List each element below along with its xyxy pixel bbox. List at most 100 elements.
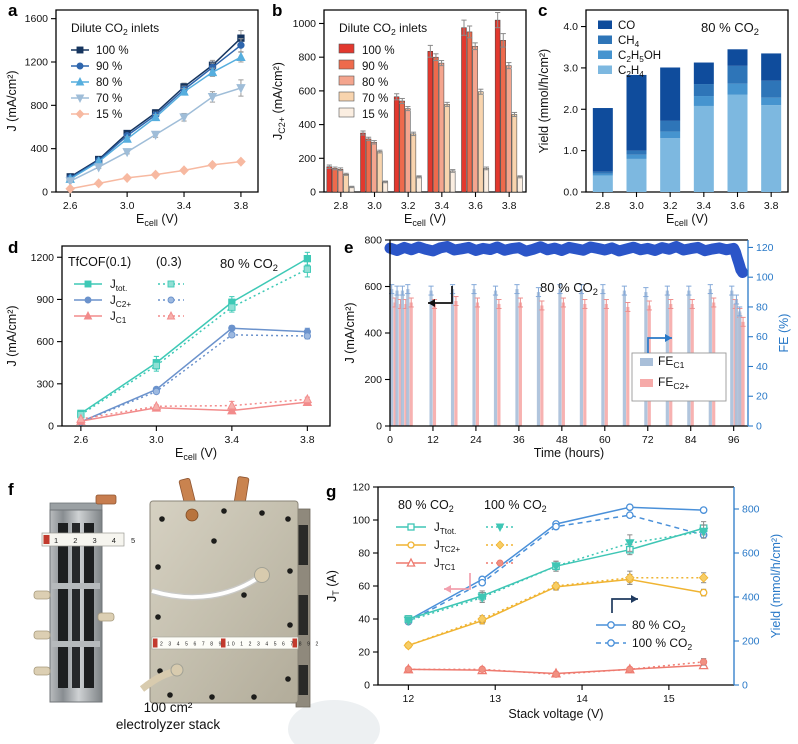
svg-text:0: 0 [310,187,316,199]
svg-text:(0.3): (0.3) [156,255,182,269]
svg-text:3.8: 3.8 [300,434,315,446]
svg-text:3.0: 3.0 [563,62,578,74]
svg-text:3.4: 3.4 [697,200,712,212]
panel-label-c: c [538,1,548,20]
svg-text:Ecell (V): Ecell (V) [175,446,217,462]
svg-text:2 3 4 5 6 7 8 9 10 1 2 3 4 5 6: 2 3 4 5 6 7 8 9 10 1 2 3 4 5 6 7 8 9 20 [160,642,320,648]
bar [416,176,422,193]
bar-segment [626,74,647,151]
bar [500,40,506,193]
svg-text:15 %: 15 % [96,109,122,121]
fe-c1-bar [515,289,519,426]
svg-text:80 %: 80 % [96,77,122,89]
bar [343,174,349,193]
svg-text:FE (%): FE (%) [777,314,791,353]
svg-text:20: 20 [358,647,370,659]
svg-text:3.6: 3.6 [468,200,483,212]
svg-text:2.6: 2.6 [74,434,89,446]
svg-text:200: 200 [742,636,760,648]
bar-segment [761,53,782,81]
svg-text:40: 40 [358,614,370,626]
fe-c2-bar [475,302,480,426]
svg-text:600: 600 [36,336,54,348]
svg-text:J (mA/cm²): J (mA/cm²) [5,305,19,366]
svg-text:3.8: 3.8 [234,200,249,212]
series [77,324,312,426]
photo-caption-line2: electrolyzer stack [115,717,221,732]
svg-text:J (mA/cm²): J (mA/cm²) [343,302,357,363]
svg-text:Dilute CO2 inlets: Dilute CO2 inlets [71,21,159,37]
bar-segment [727,94,748,192]
svg-text:70 %: 70 % [362,93,388,105]
svg-text:60: 60 [756,331,768,343]
svg-text:FEC1: FEC1 [658,354,685,370]
svg-text:Jtot.: Jtot. [110,279,127,293]
svg-text:1600: 1600 [25,13,49,25]
svg-text:24: 24 [470,434,482,446]
svg-text:3.0: 3.0 [629,200,644,212]
svg-text:36: 36 [513,434,525,446]
svg-text:1.0: 1.0 [563,145,578,157]
svg-text:1200: 1200 [25,57,49,69]
svg-text:80: 80 [358,548,370,560]
fe-c1-bar [579,289,584,426]
svg-text:JTC1: JTC1 [434,558,456,572]
svg-text:2.8: 2.8 [596,200,611,212]
svg-text:Time (hours): Time (hours) [534,446,604,460]
legend: Dilute CO2 inlets 100 % 90 % 80 % 70 % 15 % [338,21,427,121]
bar [371,142,377,193]
svg-text:400: 400 [298,119,316,131]
fe-c1-bar [472,289,476,426]
legend-bottom-right: 80 % CO2 100 % CO2 [596,618,692,652]
svg-text:800: 800 [364,235,382,247]
legend-top-left: 80 % CO2 100 % CO2 JTtot. JTC2+ JTC1 [396,498,547,572]
legend: Dilute CO2 inlets 100 % 90 % 80 % 70 % 15 % [71,21,159,121]
svg-text:3.8: 3.8 [764,200,779,212]
svg-text:14: 14 [576,693,588,705]
svg-text:120: 120 [756,242,774,254]
bar-segment [693,105,714,192]
panel-label-e: e [344,238,354,257]
fe-c2-bar [393,302,397,426]
bar-segment [592,175,613,192]
panel-label-g: g [326,482,337,501]
fe-c1-bar [536,292,541,426]
fe-c2-bar [583,303,587,426]
svg-text:3.2: 3.2 [401,200,416,212]
bar [410,133,417,193]
bar [433,56,439,193]
svg-text:90 %: 90 % [362,61,388,73]
svg-text:80 % CO2: 80 % CO2 [632,618,686,634]
fe-c1-bar [400,290,405,426]
svg-text:0: 0 [48,421,54,433]
svg-text:3.2: 3.2 [663,200,678,212]
svg-text:600: 600 [298,85,316,97]
svg-text:100 %: 100 % [362,45,395,57]
fe-c2-bar [604,303,608,426]
bar [472,45,478,193]
tube [151,573,264,599]
fe-c2-bar [497,303,501,426]
bar [382,181,389,193]
bar-segment [727,49,748,66]
svg-text:Yield (mmol/h/cm²): Yield (mmol/h/cm²) [769,534,783,638]
side-port [97,612,115,622]
fe-legend-box [631,352,727,402]
panel-a-jv-line-chart: 2.6 3.0 3.4 3.8 0 400 800 1200 1600 Ecell (V) J (m… [5,9,259,228]
series [65,79,246,187]
svg-text:Ecell (V): Ecell (V) [404,212,446,228]
svg-text:JTtot.: JTtot. [434,522,456,536]
svg-text:100 %: 100 % [96,45,129,57]
svg-text:1200: 1200 [31,252,55,264]
svg-text:40: 40 [756,361,768,373]
svg-text:900: 900 [36,294,54,306]
bottom-fitting [170,663,184,677]
svg-text:Ecell (V): Ecell (V) [666,212,708,228]
tube-fitting [254,567,270,583]
svg-text:3.4: 3.4 [225,434,240,446]
series [65,156,246,194]
terminal-bolt [185,508,199,522]
svg-text:2.6: 2.6 [63,200,78,212]
svg-text:JC2+: JC2+ [110,295,131,309]
bar [326,166,332,193]
